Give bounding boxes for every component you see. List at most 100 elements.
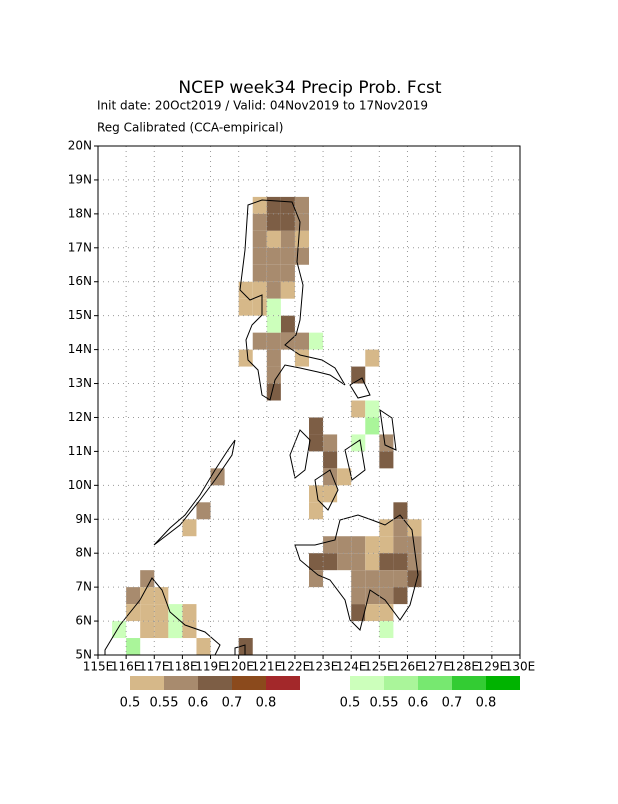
grid-cell: [351, 570, 366, 588]
grid-cell: [280, 315, 295, 333]
note: Reg Calibrated (CCA-empirical): [97, 121, 283, 135]
grid-cell: [126, 604, 141, 622]
y-tick-label: 19N: [68, 172, 92, 186]
chart-title: NCEP week34 Precip Prob. Fcst: [178, 78, 442, 98]
grid-cell: [393, 570, 408, 588]
grid-cell: [337, 536, 352, 554]
grid-cell: [393, 519, 408, 537]
grid-cell: [407, 519, 422, 537]
grid-cell: [407, 553, 422, 571]
grid-cell: [309, 417, 324, 435]
grid-cell: [266, 196, 281, 214]
legend-swatch: [130, 676, 164, 690]
grid-cell: [266, 298, 281, 316]
grid-cell: [309, 502, 324, 520]
grid-cell: [323, 451, 338, 469]
x-tick-label: 128E: [448, 660, 479, 674]
cells: [112, 196, 422, 655]
grid-cell: [294, 196, 309, 214]
legend: 0.5 0.55 0.6 0.7 0.8 0.5 0.55 0.6 0.7 0.8: [120, 676, 520, 711]
legend-swatch: [198, 676, 232, 690]
legend-swatch: [350, 676, 384, 690]
x-tick-label: 122E: [280, 660, 311, 674]
grid-cell: [266, 264, 281, 282]
grid-cell: [252, 213, 267, 231]
y-tick-label: 9N: [75, 512, 92, 526]
grid-cell: [323, 553, 338, 571]
y-tick-label: 14N: [68, 342, 92, 356]
plot-frame: [97, 145, 521, 656]
grid-cell: [168, 621, 183, 639]
y-tick-label: 10N: [68, 478, 92, 492]
x-tick-label: 123E: [308, 660, 339, 674]
grid-cell: [365, 553, 380, 571]
x-tick-label: 115E: [83, 660, 114, 674]
grid-cell: [379, 451, 394, 469]
grid-cell: [294, 230, 309, 248]
grid-cell: [351, 366, 366, 384]
grid-cell: [379, 553, 394, 571]
grid-cell: [252, 247, 267, 265]
grid-cell: [365, 417, 380, 435]
grid-cell: [266, 332, 281, 350]
x-tick-label: 120E: [223, 660, 254, 674]
grid-cell: [294, 247, 309, 265]
x-tick-label: 124E: [336, 660, 367, 674]
grid-cell: [294, 349, 309, 367]
legend-swatch: [384, 676, 418, 690]
grid-cell: [393, 536, 408, 554]
grid-cell: [351, 434, 366, 452]
y-tick-label: 16N: [68, 274, 92, 288]
y-tick-label: 6N: [75, 614, 92, 628]
grid-cell: [365, 570, 380, 588]
subtitle: Init date: 20Oct2019 / Valid: 04Nov2019 …: [97, 99, 428, 113]
grid-cell: [280, 281, 295, 299]
grid-cell: [252, 298, 267, 316]
legend-swatch: [232, 676, 266, 690]
grid-cell: [238, 349, 253, 367]
y-tick-label: 15N: [68, 308, 92, 322]
grid-cell: [280, 247, 295, 265]
y-tick-label: 7N: [75, 580, 92, 594]
grid-cell: [351, 553, 366, 571]
legend-swatch: [418, 676, 452, 690]
grid-cell: [393, 587, 408, 605]
grid-cell: [266, 247, 281, 265]
legend-label: 0.7: [442, 696, 463, 711]
grid-cell: [280, 264, 295, 282]
grid-cell: [266, 349, 281, 367]
grid-cell: [238, 281, 253, 299]
grid-cell: [252, 230, 267, 248]
y-tick-label: 8N: [75, 546, 92, 560]
grid-cell: [252, 196, 267, 214]
grid-cell: [294, 332, 309, 350]
y-tick-label: 5N: [75, 648, 92, 662]
grid-cell: [407, 570, 422, 588]
grid-cell: [266, 281, 281, 299]
grid-cell: [140, 604, 155, 622]
grid-cell: [182, 519, 197, 537]
grid-cell: [379, 621, 394, 639]
grid-cell: [351, 604, 366, 622]
legend-label: 0.7: [222, 696, 243, 711]
grid-cell: [379, 570, 394, 588]
grid-cell: [252, 332, 267, 350]
grid-cell: [379, 587, 394, 605]
grid-cell: [323, 485, 338, 503]
grid-cell: [154, 621, 169, 639]
grid-cell: [196, 638, 211, 655]
x-tick-label: 126E: [392, 660, 423, 674]
grid-cell: [351, 587, 366, 605]
grid-cell: [365, 587, 380, 605]
legend-label: 0.5: [340, 696, 361, 711]
grid-cell: [309, 570, 324, 588]
grid: 115E116E117E118E119E120E121E122E123E124E…: [68, 139, 536, 674]
x-tick-label: 125E: [364, 660, 395, 674]
legend-label: 0.55: [370, 696, 399, 711]
grid-cell: [140, 587, 155, 605]
grid-cell: [365, 349, 380, 367]
grid-cell: [154, 587, 169, 605]
grid-cell: [337, 553, 352, 571]
grid-cell: [182, 604, 197, 622]
